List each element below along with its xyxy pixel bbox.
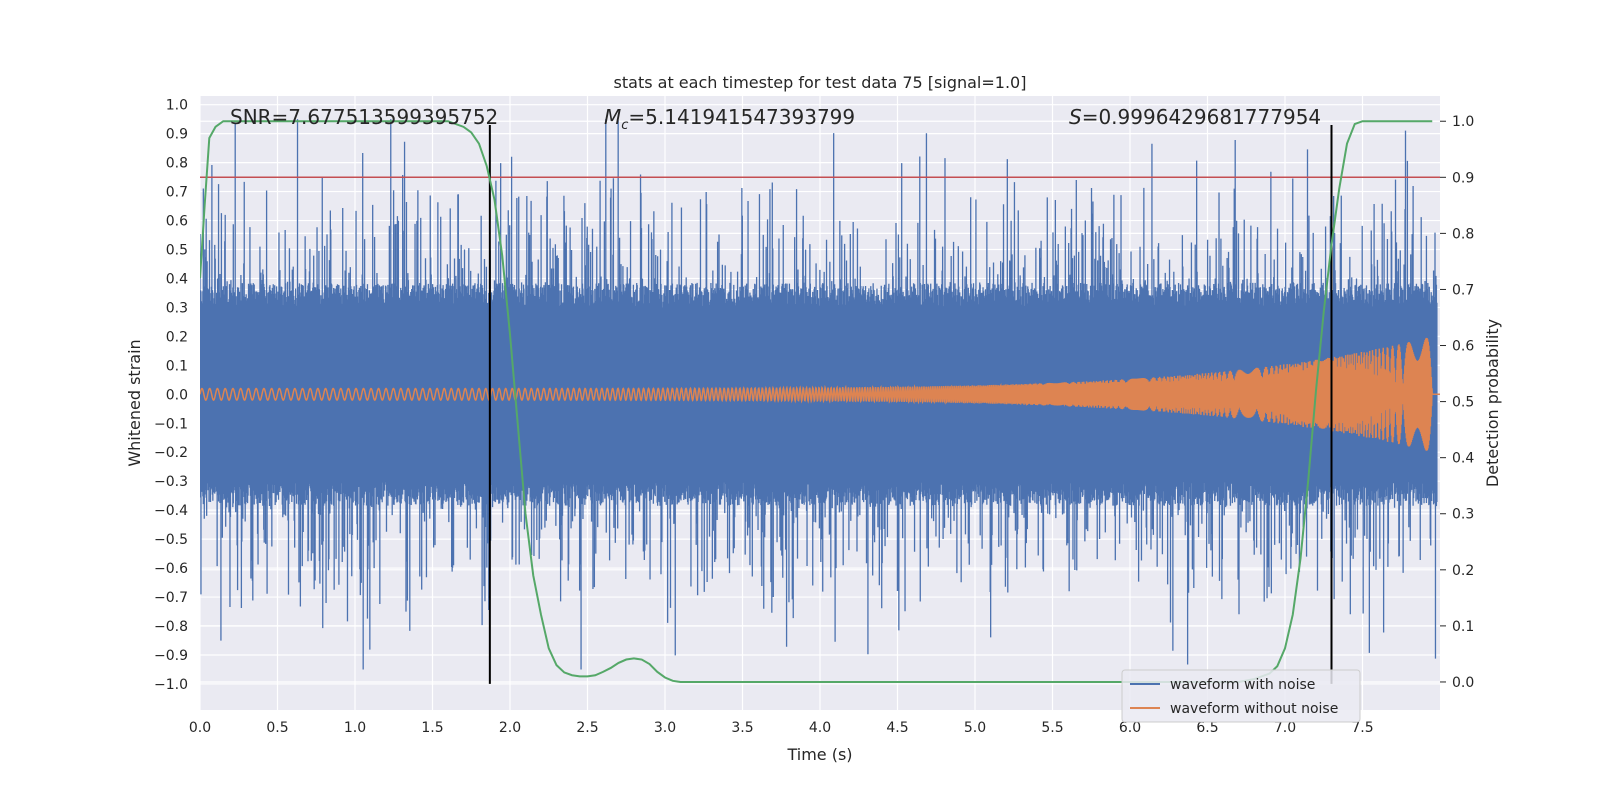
legend: waveform with noise waveform without noi… <box>1121 669 1361 723</box>
x-tick-label: 4.0 <box>809 720 831 736</box>
y2-axis-label: Detection probability <box>1483 319 1502 487</box>
y-tick-label: −0.1 <box>154 416 188 432</box>
chirp-mass-symbol: M <box>604 105 621 129</box>
y-tick-label: 0.3 <box>166 300 188 316</box>
y-axis-label: Whitened strain <box>125 339 144 466</box>
y-tick-label: 0.9 <box>166 127 188 143</box>
x-axis-label: Time (s) <box>786 745 852 764</box>
y-tick-label: 0.7 <box>166 185 188 201</box>
y-tick-label: −0.4 <box>154 503 188 519</box>
chirp-mass-value: =5.141941547393799 <box>628 105 855 129</box>
y2-tick-label: 0.1 <box>1452 619 1474 635</box>
score-value: =0.9996429681777954 <box>1082 105 1321 129</box>
detection-probability-series <box>200 120 1433 683</box>
x-tick-label: 4.5 <box>886 720 908 736</box>
y2-tick-label: 0.2 <box>1452 563 1474 579</box>
x-tick-label: 6.0 <box>1119 720 1141 736</box>
chart-title: stats at each timestep for test data 75 … <box>614 73 1027 92</box>
y-tick-label: −0.3 <box>154 474 188 490</box>
y-tick-label: 0.0 <box>166 387 188 403</box>
snr-annotation: SNR=7.677513599395752 <box>230 105 498 129</box>
legend-label-noisy: waveform with noise <box>1170 677 1315 693</box>
x-tick-label: 0.5 <box>266 720 288 736</box>
y2-tick-label: 0.0 <box>1452 675 1474 691</box>
y2-axis-ticks: 1.0 0.9 0.8 0.7 0.6 0.5 0.4 0.3 0.2 0.1 0.0 <box>1440 114 1474 691</box>
y-tick-label: −0.5 <box>154 532 188 548</box>
chirp-mass-subscript: c <box>621 118 628 133</box>
y-tick-label: 0.4 <box>166 271 188 287</box>
clean-waveform-line <box>200 337 1440 451</box>
x-tick-label: 5.0 <box>964 720 986 736</box>
score-symbol: S <box>1069 105 1082 129</box>
y-tick-label: 0.1 <box>166 358 188 374</box>
x-tick-label: 7.0 <box>1274 720 1296 736</box>
legend-label-clean: waveform without noise <box>1170 701 1338 717</box>
y-tick-label: 0.5 <box>166 243 188 259</box>
y2-tick-label: 0.6 <box>1452 339 1474 355</box>
x-tick-label: 2.5 <box>576 720 598 736</box>
y-tick-label: 1.0 <box>166 98 188 114</box>
y-tick-label: −1.0 <box>154 677 188 693</box>
y-axis-ticks: 1.0 0.9 0.8 0.7 0.6 0.5 0.4 0.3 0.2 0.1 0.0 −0.1 −0.… <box>154 98 188 693</box>
waveform-without-noise-series <box>200 337 1440 451</box>
y-tick-label: 0.2 <box>166 329 188 345</box>
y-tick-label: −0.2 <box>154 445 188 461</box>
x-tick-label: 3.0 <box>654 720 676 736</box>
y2-tick-label: 1.0 <box>1452 114 1474 130</box>
y2-tick-label: 0.7 <box>1452 282 1474 298</box>
y-tick-label: −0.7 <box>154 590 188 606</box>
legend-box <box>1121 669 1361 723</box>
y2-tick-label: 0.5 <box>1452 395 1474 411</box>
score-annotation: S=0.9996429681777954 <box>1069 105 1321 129</box>
x-tick-label: 2.0 <box>499 720 521 736</box>
y-tick-label: −0.9 <box>154 648 188 664</box>
x-tick-label: 0.0 <box>189 720 211 736</box>
x-tick-label: 3.5 <box>731 720 753 736</box>
event-marker-lines <box>488 124 1333 684</box>
x-axis-ticks: 0.0 0.5 1.0 1.5 2.0 2.5 3.0 3.5 4.0 4.5 5.0 5.5 6.0 6… <box>189 720 1374 736</box>
x-tick-label: 5.5 <box>1041 720 1063 736</box>
x-tick-label: 7.5 <box>1351 720 1373 736</box>
x-tick-label: 1.0 <box>344 720 366 736</box>
y-tick-label: 0.6 <box>166 214 188 230</box>
chirp-mass-annotation: Mc=5.141941547393799 <box>604 105 855 133</box>
x-tick-label: 6.5 <box>1196 720 1218 736</box>
y2-tick-label: 0.9 <box>1452 170 1474 186</box>
y2-tick-label: 0.4 <box>1452 451 1474 467</box>
y2-tick-label: 0.3 <box>1452 507 1474 523</box>
y-tick-label: 0.8 <box>166 156 188 172</box>
y2-tick-label: 0.8 <box>1452 226 1474 242</box>
probability-line <box>200 120 1433 683</box>
y-tick-label: −0.6 <box>154 561 188 577</box>
y-tick-label: −0.8 <box>154 619 188 635</box>
x-tick-label: 1.5 <box>421 720 443 736</box>
